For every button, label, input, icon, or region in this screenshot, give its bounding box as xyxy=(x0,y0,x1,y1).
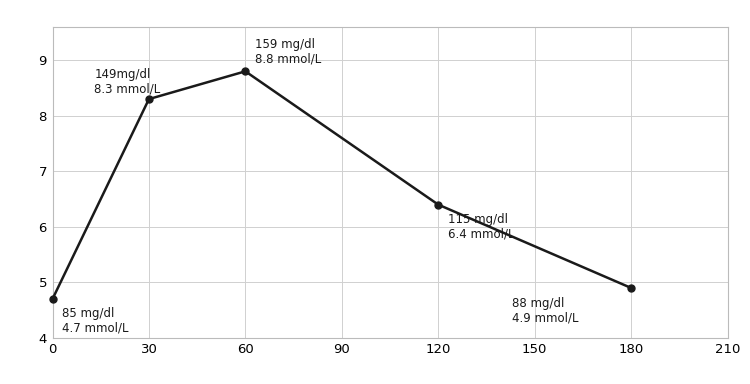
Text: 159 mg/dl
8.8 mmol/L: 159 mg/dl 8.8 mmol/L xyxy=(255,38,321,66)
Text: 149mg/dl
8.3 mmol/L: 149mg/dl 8.3 mmol/L xyxy=(94,68,160,96)
Text: 115 mg/dl
6.4 mmol/L: 115 mg/dl 6.4 mmol/L xyxy=(448,213,514,241)
Text: 88 mg/dl
4.9 mmol/L: 88 mg/dl 4.9 mmol/L xyxy=(512,297,579,325)
Text: 85 mg/dl
4.7 mmol/L: 85 mg/dl 4.7 mmol/L xyxy=(62,307,129,335)
